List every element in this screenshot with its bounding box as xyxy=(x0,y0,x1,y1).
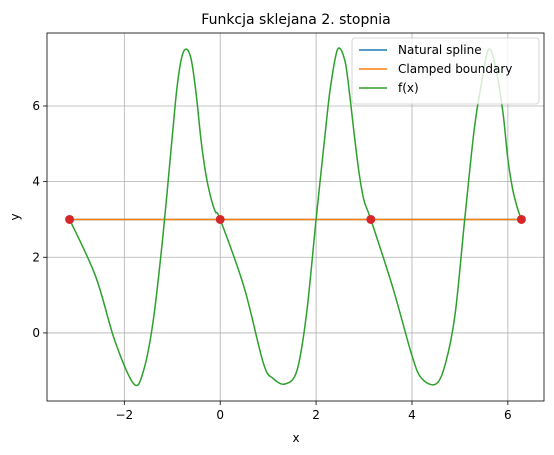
points-layer xyxy=(65,214,526,224)
plot-area-frame xyxy=(46,32,545,402)
x-ticks: −2 0 2 4 6 xyxy=(115,401,512,422)
series-line-2 xyxy=(68,47,523,387)
x-tick-label: 2 xyxy=(312,408,320,422)
x-tick-label: 0 xyxy=(216,408,224,422)
legend-box xyxy=(351,37,540,105)
y-axis-label: y xyxy=(8,213,22,220)
data-point xyxy=(516,214,526,224)
legend-label-1: Clamped boundary xyxy=(398,62,512,76)
y-tick-label: 6 xyxy=(32,99,40,113)
data-point xyxy=(65,214,75,224)
series-layer xyxy=(68,47,523,387)
y-tick-label: 4 xyxy=(32,175,40,189)
data-point xyxy=(366,214,376,224)
x-tick-label: 6 xyxy=(504,408,512,422)
y-tick-label: 0 xyxy=(32,326,40,340)
chart-title: Funkcja sklejana 2. stopnia xyxy=(201,12,390,28)
x-tick-label: −2 xyxy=(115,408,133,422)
legend: Natural spline Clamped boundary f(x) xyxy=(351,37,540,105)
y-ticks: 0 2 4 6 xyxy=(32,99,47,340)
legend-label-2: f(x) xyxy=(398,81,419,95)
data-point xyxy=(215,214,225,224)
y-tick-label: 2 xyxy=(32,250,40,264)
legend-label-0: Natural spline xyxy=(398,43,482,57)
x-axis-label: x xyxy=(292,431,299,445)
x-tick-label: 4 xyxy=(408,408,416,422)
